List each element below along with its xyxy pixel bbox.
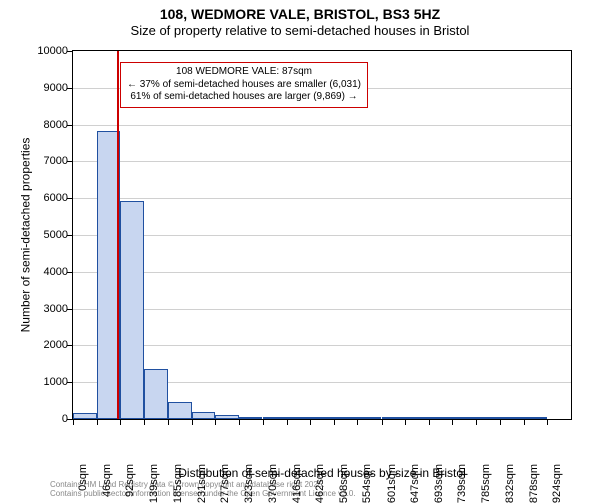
x-tick-mark	[500, 420, 501, 425]
histogram-bar	[500, 417, 524, 419]
y-tick-mark	[67, 88, 72, 89]
y-tick-label: 5000	[18, 229, 68, 241]
y-tick-mark	[67, 309, 72, 310]
x-tick-label: 323sqm	[243, 464, 255, 503]
y-tick-label: 10000	[18, 45, 68, 57]
x-tick-label: 924sqm	[551, 464, 563, 503]
y-tick-mark	[67, 51, 72, 52]
y-tick-label: 2000	[18, 339, 68, 351]
x-tick-label: 0sqm	[77, 464, 89, 491]
x-tick-mark	[239, 420, 240, 425]
y-tick-mark	[67, 419, 72, 420]
y-tick-label: 1000	[18, 376, 68, 388]
y-tick-mark	[67, 235, 72, 236]
histogram-bar	[405, 417, 429, 419]
histogram-bar	[192, 412, 216, 419]
x-tick-mark	[357, 420, 358, 425]
gridline-h	[73, 309, 571, 310]
x-tick-label: 46sqm	[101, 464, 113, 497]
y-tick-label: 9000	[18, 82, 68, 94]
x-tick-label: 832sqm	[504, 464, 516, 503]
chart-container: 108, WEDMORE VALE, BRISTOL, BS3 5HZ Size…	[0, 0, 600, 500]
gridline-h	[73, 198, 571, 199]
y-tick-label: 7000	[18, 155, 68, 167]
x-tick-mark	[547, 420, 548, 425]
x-tick-mark	[120, 420, 121, 425]
histogram-bar	[287, 417, 311, 419]
x-tick-mark	[73, 420, 74, 425]
x-tick-mark	[215, 420, 216, 425]
y-tick-label: 8000	[18, 119, 68, 131]
x-tick-label: 508sqm	[338, 464, 350, 503]
gridline-h	[73, 125, 571, 126]
title-address: 108, WEDMORE VALE, BRISTOL, BS3 5HZ	[0, 6, 600, 22]
histogram-bar	[144, 369, 168, 419]
x-tick-label: 739sqm	[456, 464, 468, 503]
gridline-h	[73, 161, 571, 162]
gridline-h	[73, 272, 571, 273]
x-tick-label: 185sqm	[172, 464, 184, 503]
y-tick-label: 0	[18, 413, 68, 425]
x-tick-mark	[476, 420, 477, 425]
histogram-bar	[357, 417, 381, 419]
x-tick-label: 601sqm	[386, 464, 398, 503]
x-tick-mark	[287, 420, 288, 425]
histogram-bar	[239, 417, 263, 419]
x-tick-label: 416sqm	[291, 464, 303, 503]
x-tick-mark	[263, 420, 264, 425]
x-tick-label: 462sqm	[314, 464, 326, 503]
histogram-bar	[120, 201, 144, 419]
y-tick-label: 4000	[18, 266, 68, 278]
histogram-bar	[334, 417, 358, 419]
histogram-bar	[310, 417, 334, 419]
x-tick-mark	[144, 420, 145, 425]
x-tick-label: 878sqm	[528, 464, 540, 503]
x-tick-mark	[382, 420, 383, 425]
annotation-line: ← 37% of semi-detached houses are smalle…	[127, 79, 361, 92]
x-tick-label: 370sqm	[267, 464, 279, 503]
x-tick-label: 231sqm	[196, 464, 208, 503]
x-tick-mark	[97, 420, 98, 425]
y-tick-label: 6000	[18, 192, 68, 204]
y-tick-mark	[67, 272, 72, 273]
y-tick-mark	[67, 198, 72, 199]
gridline-h	[73, 345, 571, 346]
x-tick-mark	[192, 420, 193, 425]
histogram-bar	[452, 417, 476, 419]
x-tick-mark	[310, 420, 311, 425]
histogram-bar	[73, 413, 97, 419]
x-tick-mark	[334, 420, 335, 425]
histogram-bar	[476, 417, 500, 419]
annotation-box: 108 WEDMORE VALE: 87sqm← 37% of semi-det…	[120, 62, 368, 108]
x-tick-mark	[405, 420, 406, 425]
property-marker-line	[117, 51, 119, 419]
annotation-line: 61% of semi-detached houses are larger (…	[127, 91, 361, 104]
x-tick-label: 277sqm	[219, 464, 231, 503]
y-tick-mark	[67, 125, 72, 126]
x-tick-label: 647sqm	[409, 464, 421, 503]
gridline-h	[73, 235, 571, 236]
x-tick-label: 139sqm	[148, 464, 160, 503]
y-tick-mark	[67, 382, 72, 383]
histogram-bar	[263, 417, 287, 419]
x-tick-mark	[168, 420, 169, 425]
histogram-bar	[215, 415, 239, 419]
title-subtitle: Size of property relative to semi-detach…	[0, 23, 600, 38]
y-tick-label: 3000	[18, 303, 68, 315]
y-tick-mark	[67, 345, 72, 346]
histogram-bar	[382, 417, 406, 419]
x-tick-label: 554sqm	[361, 464, 373, 503]
histogram-bar	[429, 417, 453, 419]
x-tick-label: 92sqm	[124, 464, 136, 497]
histogram-bar	[168, 402, 192, 419]
annotation-line: 108 WEDMORE VALE: 87sqm	[127, 66, 361, 79]
x-tick-label: 693sqm	[433, 464, 445, 503]
y-tick-mark	[67, 161, 72, 162]
title-block: 108, WEDMORE VALE, BRISTOL, BS3 5HZ Size…	[0, 0, 600, 38]
x-tick-mark	[429, 420, 430, 425]
histogram-bar	[524, 417, 548, 419]
x-tick-mark	[452, 420, 453, 425]
x-tick-mark	[524, 420, 525, 425]
x-tick-label: 785sqm	[480, 464, 492, 503]
